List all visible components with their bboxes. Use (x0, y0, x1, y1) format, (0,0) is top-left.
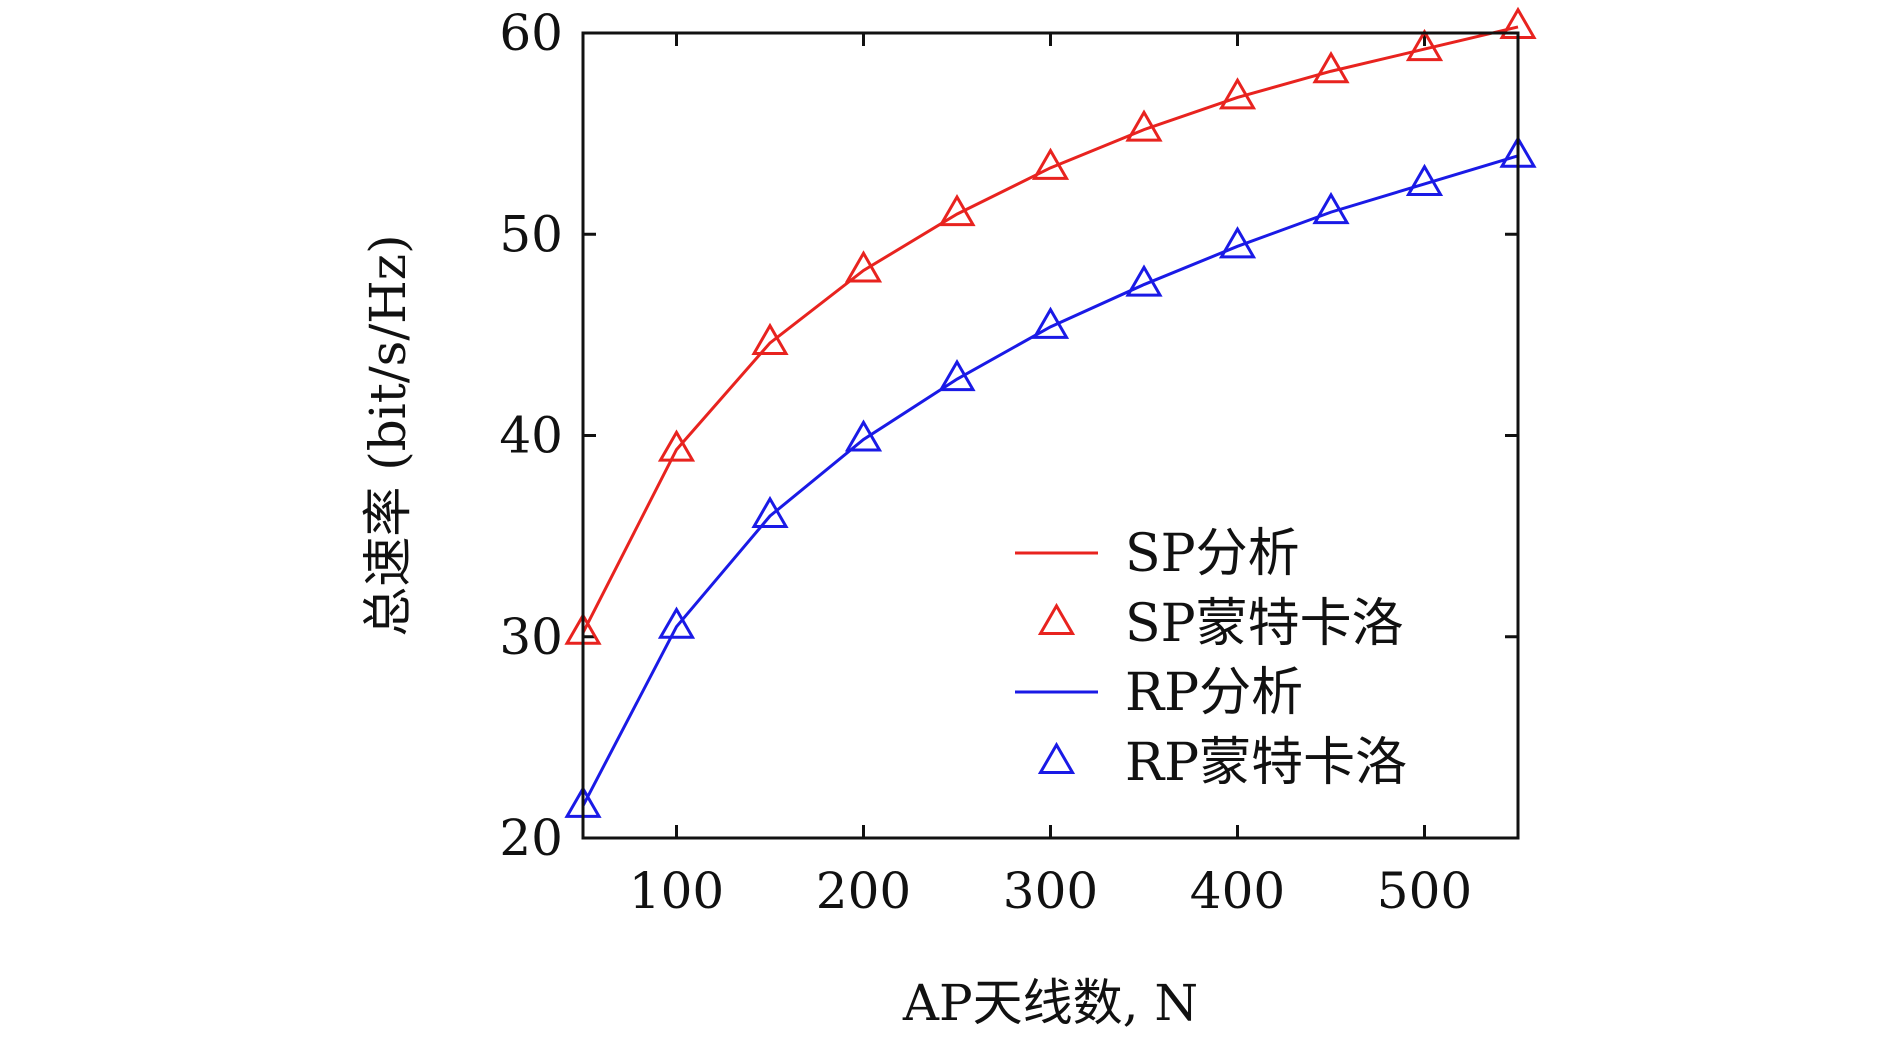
legend-marker-swatch (1037, 602, 1076, 636)
legend-label: RP蒙特卡洛 (1125, 733, 1407, 793)
data-point-marker (844, 419, 883, 452)
y-axis-label: 总速率 (bit/s/Hz) (359, 234, 417, 636)
legend-marker-swatch (1037, 741, 1076, 775)
legend: SP分析 SP蒙特卡洛 RP分析 RP蒙特卡洛 (1015, 524, 1407, 793)
data-point-marker (657, 429, 696, 462)
data-point-marker (938, 193, 976, 227)
data-point-marker (1031, 306, 1070, 339)
data-point-marker (657, 606, 696, 639)
data-point-marker (751, 322, 789, 355)
x-tick-label: 300 (1003, 862, 1098, 920)
data-point-marker (1312, 51, 1350, 84)
y-tick-label: 60 (499, 4, 563, 62)
x-tick-label: 400 (1190, 862, 1285, 920)
series-line (581, 154, 1519, 807)
y-tick-label: 50 (499, 205, 563, 263)
x-tick-label: 500 (1377, 862, 1472, 920)
x-tick-label: 100 (629, 862, 724, 920)
data-point-marker (1405, 28, 1444, 62)
data-point-marker (1312, 191, 1350, 225)
legend-label: RP分析 (1125, 663, 1303, 723)
data-point-marker (844, 250, 883, 283)
data-point-marker (1218, 226, 1257, 259)
data-point-marker (1405, 163, 1444, 196)
x-tick-label: 200 (816, 862, 911, 920)
x-tick-labels: 100 200 300 400 500 (629, 862, 1472, 920)
y-tick-label: 40 (499, 407, 563, 465)
y-tick-labels: 20 30 40 50 60 (499, 4, 563, 867)
y-tick-label: 30 (499, 608, 563, 666)
x-axis-label: AP天线数, N (902, 974, 1198, 1032)
series-layer (564, 6, 1537, 818)
series-line (581, 25, 1519, 634)
data-point-marker (751, 495, 789, 529)
data-point-marker (1031, 147, 1070, 180)
data-point-marker (938, 358, 976, 392)
y-tick-label: 20 (499, 809, 563, 867)
legend-label: SP分析 (1125, 524, 1300, 584)
series-RP分析 (581, 154, 1519, 807)
legend-label: SP蒙特卡洛 (1125, 594, 1404, 654)
data-point-marker (1125, 264, 1163, 297)
data-point-marker (1218, 77, 1257, 110)
plot-frame (581, 31, 1520, 840)
series-SP分析 (581, 25, 1519, 634)
data-point-marker (1125, 109, 1163, 142)
